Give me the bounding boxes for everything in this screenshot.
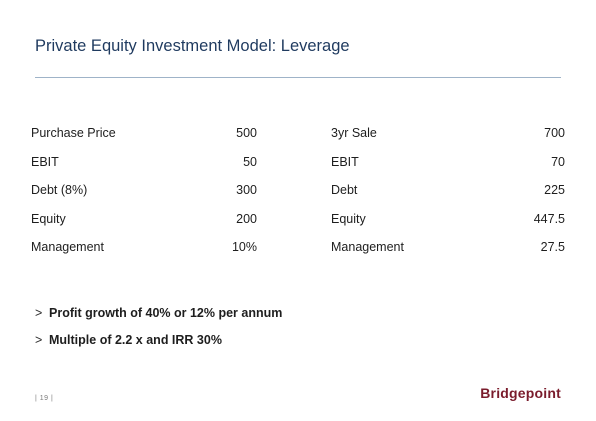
table-row: Purchase Price 500 3yr Sale 700 — [31, 119, 565, 148]
row-value-right: 700 — [544, 126, 565, 141]
row-value-left: 50 — [243, 154, 257, 169]
table-row: Management 10% Management 27.5 — [31, 233, 565, 262]
slide-title: Private Equity Investment Model: Leverag… — [35, 37, 350, 55]
bullet-marker: > — [35, 333, 43, 347]
bullet-item: > Profit growth of 40% or 12% per annum — [35, 303, 282, 330]
row-label-left: EBIT — [31, 154, 59, 169]
row-label-left: Equity — [31, 211, 66, 226]
row-value-left: 200 — [236, 211, 257, 226]
row-label-right: Management — [331, 240, 404, 255]
bullet-item: > Multiple of 2.2 x and IRR 30% — [35, 330, 282, 357]
row-label-left: Debt (8%) — [31, 183, 88, 198]
title-divider — [35, 77, 561, 78]
leverage-table: Purchase Price 500 3yr Sale 700 EBIT 50 … — [31, 119, 565, 262]
bullet-text: Multiple of 2.2 x and IRR 30% — [49, 333, 222, 347]
table-row: EBIT 50 EBIT 70 — [31, 148, 565, 177]
row-value-left: 300 — [236, 183, 257, 198]
row-label-left: Purchase Price — [31, 126, 116, 141]
bullet-list: > Profit growth of 40% or 12% per annum >… — [35, 303, 282, 357]
row-label-right: Equity — [331, 211, 366, 226]
table-row: Debt (8%) 300 Debt 225 — [31, 176, 565, 205]
bullet-text: Profit growth of 40% or 12% per annum — [49, 306, 283, 320]
row-label-right: EBIT — [331, 154, 359, 169]
row-label-right: Debt — [331, 183, 358, 198]
row-value-right: 27.5 — [540, 240, 565, 255]
row-value-right: 225 — [544, 183, 565, 198]
row-value-left: 10% — [231, 240, 257, 255]
row-value-right: 447.5 — [533, 211, 565, 226]
table-row: Equity 200 Equity 447.5 — [31, 205, 565, 234]
row-label-right: 3yr Sale — [331, 126, 377, 141]
row-label-left: Management — [31, 240, 104, 255]
row-value-right: 70 — [551, 154, 565, 169]
page-number: | 19 | — [35, 395, 54, 402]
bullet-marker: > — [35, 306, 43, 320]
bridgepoint-logo: Bridgepoint — [480, 385, 561, 401]
row-value-left: 500 — [236, 126, 257, 141]
